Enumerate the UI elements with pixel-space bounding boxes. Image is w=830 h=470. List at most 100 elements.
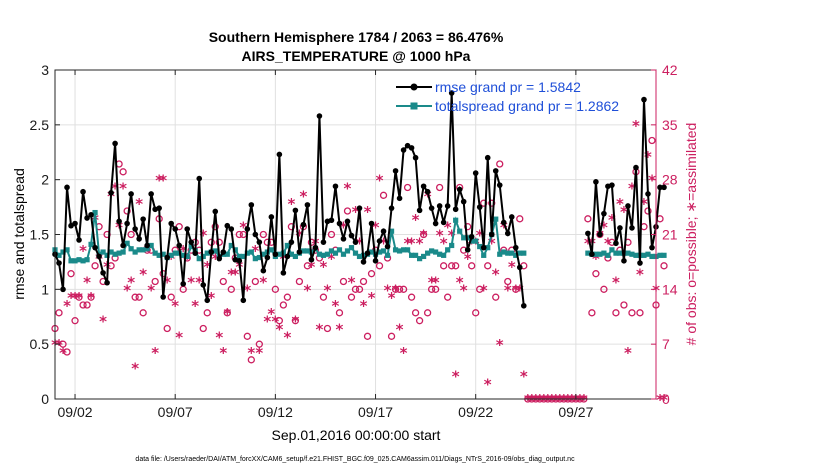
obs-possible-point <box>600 285 608 293</box>
y-right-tick-label: 35 <box>662 117 678 133</box>
obs-assimilated-point: * <box>464 250 472 268</box>
rmse-point <box>156 205 162 211</box>
rmse-point <box>392 168 399 174</box>
spread-point <box>84 257 90 263</box>
spread-point <box>421 253 427 260</box>
obs-possible-point <box>283 293 292 301</box>
spread-point <box>152 250 158 256</box>
spread-point <box>505 250 511 256</box>
spread-point <box>384 252 391 258</box>
rmse-point <box>625 203 631 209</box>
x-tick-label: 09/02 <box>58 404 93 420</box>
spread-point <box>92 209 98 216</box>
rmse-point <box>464 247 471 253</box>
obs-possible-point <box>71 317 79 325</box>
obs-assimilated-point: * <box>456 274 464 292</box>
obs-assimilated-point: * <box>592 250 600 268</box>
obs-assimilated-point: * <box>320 258 328 276</box>
rmse-point <box>220 249 227 255</box>
spread-point <box>417 256 423 262</box>
spread-point <box>160 251 166 257</box>
obs-possible-point <box>251 277 259 286</box>
spread-point <box>200 253 206 260</box>
obs-assimilated-point: * <box>404 234 412 252</box>
obs-assimilated-point: * <box>524 391 532 409</box>
rmse-point <box>468 233 475 240</box>
rmse-point <box>248 202 255 208</box>
spread-point <box>400 247 407 253</box>
spread-point <box>188 243 194 250</box>
obs-assimilated-point: * <box>267 305 275 323</box>
obs-assimilated-point: * <box>432 274 440 292</box>
x-tick-label: 09/27 <box>558 404 593 420</box>
obs-possible-point <box>291 317 300 325</box>
obs-possible-point <box>427 285 436 293</box>
obs-possible-point <box>363 332 372 340</box>
spread-point <box>593 251 599 257</box>
obs-assimilated-point: * <box>396 321 404 339</box>
obs-assimilated-point: * <box>332 297 340 315</box>
obs-assimilated-point: * <box>560 391 568 409</box>
rmse-point <box>176 242 183 249</box>
obs-assimilated-point: * <box>324 281 332 299</box>
rmse-point <box>360 259 367 265</box>
legend-rmse-label: rmse grand pr = 1.5842 <box>435 79 581 95</box>
rmse-point <box>516 264 523 271</box>
rmse-point <box>617 225 623 231</box>
spread-point <box>56 252 62 258</box>
y-right-tick-label: 0 <box>662 391 670 407</box>
obs-possible-point <box>135 293 143 301</box>
spread-point <box>284 242 290 249</box>
obs-assimilated-point: * <box>287 195 295 213</box>
obs-assimilated-point: * <box>283 328 291 346</box>
obs-assimilated-point: * <box>536 391 544 409</box>
spread-point <box>320 252 327 258</box>
spread-point <box>232 247 238 253</box>
obs-assimilated-point: * <box>548 391 556 409</box>
spread-point <box>116 250 122 256</box>
obs-possible-point <box>203 309 211 317</box>
rmse-point <box>348 232 355 239</box>
rmse-point <box>621 258 627 264</box>
obs-assimilated-point: * <box>440 234 448 252</box>
spread-point <box>521 250 527 256</box>
obs-assimilated-point: * <box>584 234 592 252</box>
obs-assimilated-point: * <box>572 391 580 409</box>
rmse-point <box>629 225 635 231</box>
obs-possible-point <box>59 340 67 348</box>
legend: rmse grand pr = 1.5842 totalspread grand… <box>396 79 619 114</box>
rmse-point <box>448 90 455 96</box>
obs-assimilated-point: * <box>299 187 307 205</box>
spread-point <box>260 251 266 257</box>
obs-assimilated-point: * <box>155 172 163 190</box>
obs-possible-point <box>247 356 255 364</box>
spread-point <box>441 252 447 258</box>
obs-possible-point <box>255 340 263 348</box>
obs-assimilated-point: * <box>255 344 263 362</box>
obs-assimilated-point: * <box>416 234 424 252</box>
y-left-tick-label: 3 <box>41 62 49 78</box>
obs-assimilated-point: * <box>508 258 516 276</box>
spread-point <box>256 254 262 261</box>
obs-possible-point <box>119 168 127 176</box>
obs-assimilated-point: * <box>632 117 640 135</box>
rmse-point <box>84 215 90 221</box>
right-axis: 0 7 14 21 28 35 42 <box>651 62 678 407</box>
rmse-point <box>212 208 219 215</box>
obs-assimilated-point: * <box>636 266 644 284</box>
spread-point <box>585 250 591 256</box>
spread-point <box>140 247 146 253</box>
obs-possible-point <box>512 285 520 293</box>
obs-assimilated-point: * <box>259 274 267 292</box>
obs-possible-point <box>235 230 243 239</box>
rmse-point <box>280 270 287 276</box>
obs-assimilated-point: * <box>251 242 259 260</box>
obs-possible-point <box>472 309 480 317</box>
obs-possible-point <box>79 301 87 309</box>
spread-point <box>517 250 523 256</box>
rmse-point <box>601 210 607 217</box>
rmse-point <box>192 250 199 256</box>
obs-possible-point <box>448 262 456 270</box>
obs-possible-point <box>127 230 135 239</box>
rmse-point <box>72 220 78 227</box>
